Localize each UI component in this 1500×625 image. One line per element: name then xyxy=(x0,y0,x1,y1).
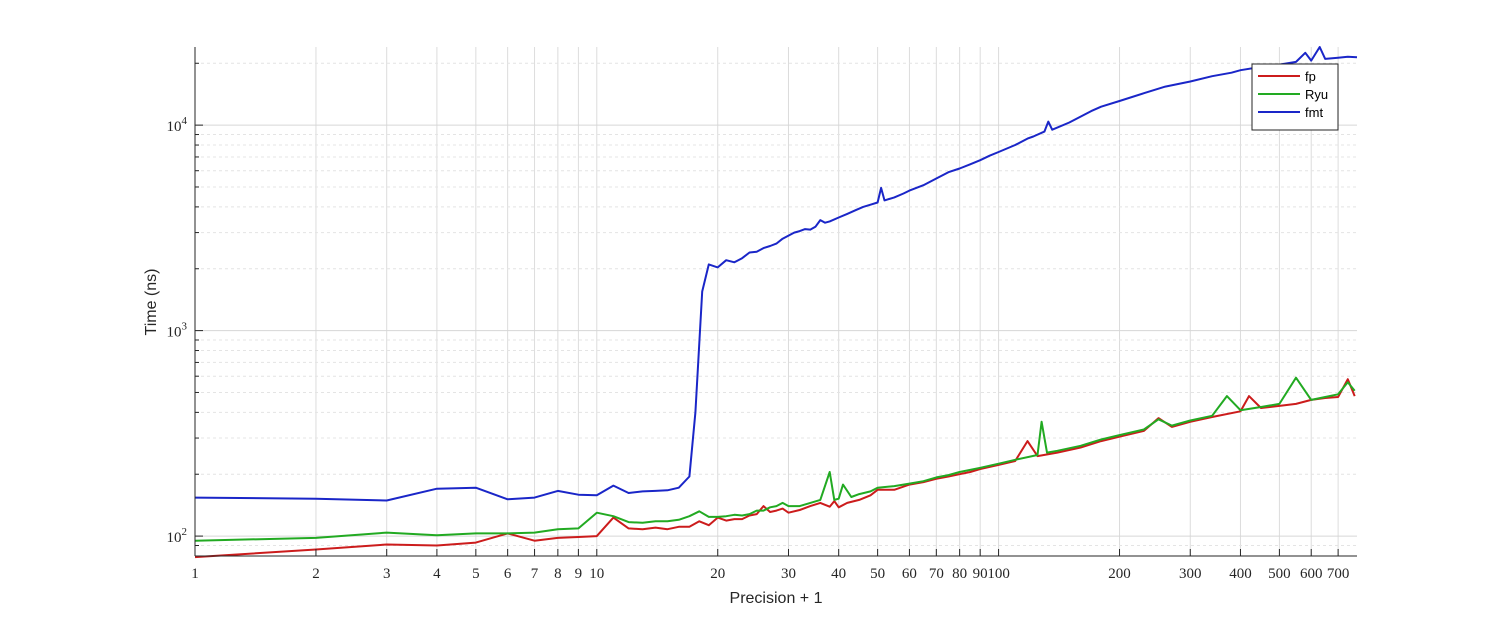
x-tick-label: 5 xyxy=(472,566,480,582)
x-tick-label: 500 xyxy=(1268,566,1291,582)
x-tick-label: 20 xyxy=(710,566,725,582)
x-tick-label: 2 xyxy=(312,566,320,582)
legend-label-ryu: Ryu xyxy=(1305,87,1328,102)
tick-labels: 1 2 3 4 5 6 7 8 9 10 20 30 40 50 60 70 80 90 100 200 300 400 5… xyxy=(167,115,1350,582)
x-tick-label: 700 xyxy=(1327,566,1350,582)
legend: fp Ryu fmt xyxy=(1251,63,1339,131)
y-tick-label: 104 xyxy=(167,115,188,135)
x-tick-label: 4 xyxy=(433,566,441,582)
x-tick-label: 200 xyxy=(1108,566,1131,582)
axes xyxy=(194,47,1357,557)
x-tick-label: 50 xyxy=(870,566,885,582)
x-tick-label: 60 xyxy=(902,566,917,582)
legend-label-fp: fp xyxy=(1305,69,1316,84)
series-line-ryu xyxy=(194,376,1356,542)
x-tick-label: 7 xyxy=(531,566,539,582)
x-tick-label: 40 xyxy=(831,566,846,582)
y-axis-label: Time (ns) xyxy=(143,269,160,336)
x-tick-label: 90 xyxy=(973,566,988,582)
x-tick-label: 3 xyxy=(383,566,391,582)
x-tick-label: 9 xyxy=(575,566,583,582)
series-line-fmt xyxy=(194,46,1358,502)
x-tick-label: 400 xyxy=(1229,566,1252,582)
x-tick-label: 1 xyxy=(191,566,199,582)
grid xyxy=(194,47,1357,557)
x-tick-label: 100 xyxy=(987,566,1010,582)
x-tick-label: 30 xyxy=(781,566,796,582)
x-tick-label: 600 xyxy=(1300,566,1323,582)
series-lines xyxy=(194,46,1358,559)
legend-label-fmt: fmt xyxy=(1305,105,1323,120)
x-axis-label: Precision + 1 xyxy=(730,590,823,607)
x-tick-label: 6 xyxy=(504,566,512,582)
series-line-fp xyxy=(194,378,1356,559)
y-tick-label: 103 xyxy=(167,321,188,341)
x-tick-label: 70 xyxy=(929,566,944,582)
x-tick-label: 80 xyxy=(952,566,967,582)
x-tick-label: 300 xyxy=(1179,566,1202,582)
x-tick-label: 8 xyxy=(554,566,562,582)
x-tick-label: 10 xyxy=(589,566,604,582)
y-tick-label: 102 xyxy=(167,526,188,546)
